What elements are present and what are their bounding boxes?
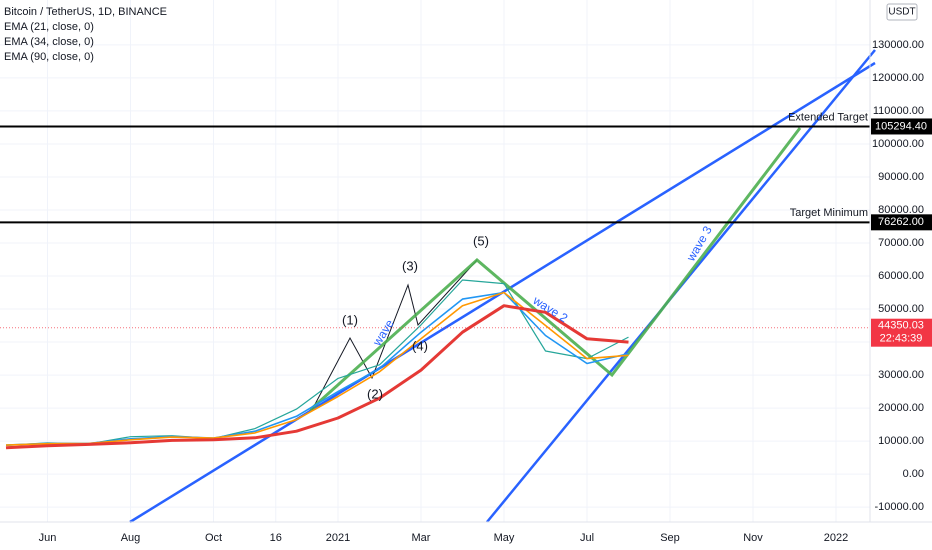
y-tick-label: 60000.00 bbox=[878, 270, 924, 282]
level-badge bbox=[871, 118, 932, 135]
wave-label: (5) bbox=[473, 233, 489, 248]
wave-zigzag bbox=[311, 259, 478, 411]
y-tick-label: -10000.00 bbox=[874, 501, 924, 513]
price-scale: -10000.000.0010000.0020000.0030000.00400… bbox=[871, 39, 932, 513]
wave-label: (1) bbox=[342, 312, 358, 327]
series-line bbox=[5, 304, 629, 450]
x-tick-label: Jul bbox=[580, 532, 594, 544]
wave-path bbox=[308, 127, 802, 412]
x-tick-label: 2022 bbox=[824, 532, 848, 544]
target-name: Target Minimum bbox=[790, 207, 868, 219]
y-tick-label: 50000.00 bbox=[878, 303, 924, 315]
y-tick-label: 10000.00 bbox=[878, 435, 924, 447]
legend-entry: Bitcoin / TetherUS, 1D, BINANCE bbox=[4, 6, 167, 18]
y-tick-label: 130000.00 bbox=[872, 39, 924, 51]
x-tick-label: Sep bbox=[660, 532, 680, 544]
x-tick-label: 2021 bbox=[326, 532, 350, 544]
legend-entry: EMA (90, close, 0) bbox=[4, 51, 94, 63]
legend-entry: EMA (21, close, 0) bbox=[4, 21, 94, 33]
y-tick-label: 100000.00 bbox=[872, 138, 924, 150]
wave-label: (2) bbox=[367, 386, 383, 401]
x-tick-label: May bbox=[494, 532, 515, 544]
y-tick-label: 80000.00 bbox=[878, 204, 924, 216]
last-price-label: 44350.03 bbox=[878, 320, 924, 332]
wave-label: (3) bbox=[402, 258, 418, 273]
x-tick-label: Mar bbox=[412, 532, 431, 544]
countdown: 22:43:39 bbox=[880, 333, 923, 345]
y-tick-label: 30000.00 bbox=[878, 369, 924, 381]
x-tick-label: Aug bbox=[121, 532, 141, 544]
plot: Extended Target Target Minimum bbox=[0, 111, 870, 450]
y-tick-label: 110000.00 bbox=[873, 105, 924, 117]
grid bbox=[0, 0, 870, 522]
x-tick-label: 16 bbox=[270, 532, 282, 544]
currency-badge bbox=[886, 3, 918, 21]
x-tick-label: Oct bbox=[205, 532, 222, 544]
y-tick-label: 0.00 bbox=[903, 468, 924, 480]
y-tick-label: 90000.00 bbox=[878, 171, 924, 183]
level-label: 76262.00 bbox=[878, 216, 924, 228]
wave-label: (4) bbox=[412, 338, 428, 353]
y-tick-label: 70000.00 bbox=[878, 237, 924, 249]
level-badge bbox=[871, 214, 932, 231]
target-name: Extended Target bbox=[788, 111, 868, 123]
legend: Bitcoin / TetherUS, 1D, BINANCE EMA (21, … bbox=[4, 6, 167, 63]
level-label: 105294.40 bbox=[875, 120, 927, 132]
y-tick-label: 120000.00 bbox=[872, 72, 924, 84]
legend-entry: EMA (34, close, 0) bbox=[4, 36, 94, 48]
x-tick-label: Jun bbox=[39, 532, 57, 544]
x-tick-label: Nov bbox=[743, 532, 763, 544]
last-price-badge bbox=[871, 318, 932, 347]
y-tick-label: 20000.00 bbox=[878, 402, 924, 414]
currency: USDT bbox=[888, 7, 915, 18]
